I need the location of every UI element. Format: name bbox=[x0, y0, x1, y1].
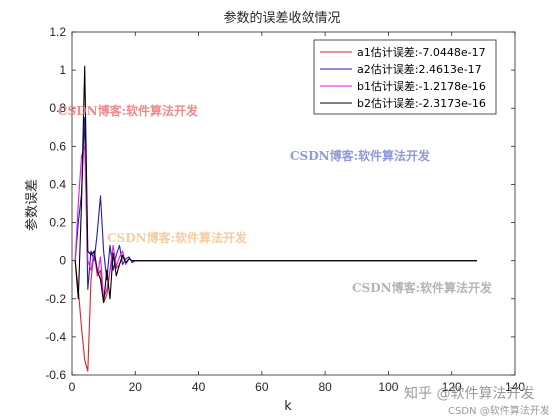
chart-title: 参数的误差收敛情况 bbox=[223, 10, 340, 26]
x-tick-label: 40 bbox=[192, 380, 206, 394]
y-tick-label: 1 bbox=[59, 63, 66, 77]
x-tick-label: 80 bbox=[318, 380, 332, 394]
legend-entry: b2估计误差:-2.3173e-16 bbox=[357, 96, 486, 110]
x-axis-label: k bbox=[284, 399, 292, 414]
legend-entry: a2估计误差:2.4613e-17 bbox=[357, 62, 482, 76]
y-tick-label: 0.6 bbox=[49, 139, 66, 153]
watermark-orange: CSDN博客:软件算法开发 bbox=[107, 230, 248, 245]
watermark-gray: CSDN博客:软件算法开发 bbox=[352, 280, 493, 295]
x-tick-label: 140 bbox=[505, 380, 525, 394]
watermark-blue: CSDN博客:软件算法开发 bbox=[290, 148, 431, 163]
x-tick-label: 120 bbox=[442, 380, 462, 394]
corner-watermark: 知乎 @软件算法开发 bbox=[404, 386, 535, 402]
legend-entry: b1估计误差:-1.2178e-16 bbox=[357, 79, 486, 93]
series-line-4 bbox=[74, 65, 477, 304]
legend: a1估计误差:-7.0448e-17 a2估计误差:2.4613e-17 b1估计误… bbox=[313, 39, 497, 115]
series-layer bbox=[74, 65, 477, 372]
x-tick-label: 100 bbox=[378, 380, 398, 394]
y-tick-label: -0.2 bbox=[45, 292, 66, 306]
y-axis-ticks: -0.6 -0.4 -0.2 0 0.2 0.4 0.6 0.8 1 1.2 bbox=[45, 25, 515, 382]
y-tick-label: 0.2 bbox=[49, 216, 66, 230]
y-tick-label: 1.2 bbox=[49, 25, 66, 39]
y-tick-label: 0.8 bbox=[49, 101, 66, 115]
x-tick-label: 0 bbox=[69, 380, 76, 394]
x-axis-ticks: 0 20 40 60 80 100 120 140 bbox=[69, 32, 525, 394]
y-tick-label: -0.6 bbox=[45, 368, 66, 382]
x-tick-label: 20 bbox=[129, 380, 143, 394]
y-axis-label: 参数误差 bbox=[24, 179, 40, 231]
y-tick-label: -0.4 bbox=[45, 330, 66, 344]
y-tick-label: 0.4 bbox=[49, 177, 66, 191]
legend-entry: a1估计误差:-7.0448e-17 bbox=[357, 45, 486, 59]
legend-box bbox=[313, 39, 497, 115]
y-tick-label: 0 bbox=[59, 254, 66, 268]
x-tick-label: 60 bbox=[255, 380, 269, 394]
corner-watermark-sub: CSDN @软件算法开发 bbox=[448, 406, 550, 417]
watermark-red: CSDN博客:软件算法开发 bbox=[58, 103, 199, 118]
